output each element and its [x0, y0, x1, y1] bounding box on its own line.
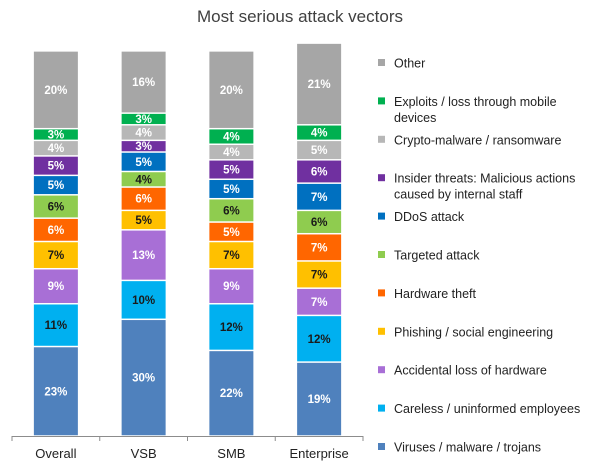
data-label: 5%	[48, 161, 65, 173]
data-label: 6%	[135, 194, 152, 206]
bar-stack-overall: 23% 11% 9% 7% 6% 6% 5% 5% 4%3% 20%	[34, 52, 78, 436]
data-label: 3%	[135, 141, 152, 153]
bar-stack-vsb: 30%10%13%5%6%4%5%3%4%3%16%	[122, 52, 166, 436]
data-label: 4%	[48, 143, 65, 155]
legend-item: Targeted attack	[378, 249, 480, 263]
legend-label: Other	[394, 57, 425, 71]
data-label: 5%	[311, 145, 328, 157]
legend-item: Phishing / social engineering	[378, 325, 553, 339]
legend-label: Phishing / social engineering	[394, 325, 553, 339]
data-label: 6%	[311, 217, 328, 229]
x-axis: Overall VSB SMB Enterprise	[12, 436, 363, 461]
legend-label: Hardware theft	[394, 287, 477, 301]
data-label: 4%	[135, 128, 152, 140]
x-tick-label: Enterprise	[290, 446, 349, 461]
legend-swatch	[378, 405, 385, 412]
data-label: 7%	[311, 192, 328, 204]
bars-layer: 23%11%9%7%6%6%5%5%4%3%20%30%10%13%5%6%4%…	[34, 44, 341, 435]
legend-swatch	[378, 328, 385, 335]
legend-item: Insider threats: Malicious actions caused…	[378, 172, 575, 202]
legend-label: Viruses / malware / trojans	[394, 441, 541, 455]
data-label: 30%	[132, 373, 155, 385]
data-label: 16%	[132, 77, 155, 89]
x-tick-label: VSB	[131, 446, 157, 461]
data-label: 21%	[308, 79, 331, 91]
data-label: 9%	[48, 281, 65, 293]
legend-item: Exploits / loss through mobile devices	[378, 95, 557, 125]
data-label: 7%	[311, 242, 328, 254]
legend-item: Viruses / malware / trojans	[378, 441, 541, 455]
legend-swatch	[378, 136, 385, 143]
data-label: 6%	[48, 201, 65, 213]
data-label: 23%	[44, 386, 67, 398]
x-tick-label: Overall	[35, 446, 76, 461]
data-label: 11%	[45, 320, 67, 332]
legend-swatch	[378, 59, 385, 66]
legend-item: Accidental loss of hardware	[378, 364, 547, 378]
data-label: 6%	[223, 205, 240, 217]
legend-item: Other	[378, 57, 425, 71]
legend-swatch	[378, 289, 385, 296]
data-label: 7%	[48, 250, 65, 262]
data-label: 20%	[44, 85, 67, 97]
x-tick-label: SMB	[217, 446, 245, 461]
data-label: 9%	[223, 281, 240, 293]
data-label: 7%	[223, 250, 240, 262]
legend-label: caused by internal staff	[394, 188, 523, 202]
legend-label: DDoS attack	[394, 210, 465, 224]
data-label: 4%	[223, 147, 240, 159]
legend-item: DDoS attack	[378, 210, 465, 224]
legend-swatch	[378, 443, 385, 450]
bar-stack-enterprise: 19% 12% 7% 7% 7% 6% 7% 6% 5% 4% 21%	[297, 44, 341, 435]
data-label: 19%	[308, 394, 331, 406]
data-label: 5%	[223, 227, 240, 239]
legend-swatch	[378, 174, 385, 181]
chart-title: Most serious attack vectors	[197, 7, 403, 26]
legend-item: Careless / uninformed employees	[378, 402, 580, 416]
data-label: 3%	[135, 114, 152, 126]
data-label: 5%	[135, 215, 152, 227]
data-label: 7%	[311, 270, 328, 282]
legend-item: Hardware theft	[378, 287, 477, 301]
data-label: 6%	[48, 225, 65, 237]
legend-label: devices	[394, 111, 436, 125]
data-label: 13%	[132, 250, 155, 262]
legend-label: Careless / uninformed employees	[394, 402, 580, 416]
data-label: 12%	[308, 334, 331, 346]
legend-item: Crypto-malware / ransomware	[378, 133, 561, 147]
legend-label: Accidental loss of hardware	[394, 364, 547, 378]
legend-label: Exploits / loss through mobile	[394, 95, 557, 109]
data-label: 4%	[223, 131, 240, 143]
legend-swatch	[378, 251, 385, 258]
data-label: 5%	[223, 184, 240, 196]
legend-label: Targeted attack	[394, 249, 480, 263]
data-label: 5%	[48, 180, 65, 192]
data-label: 4%	[135, 174, 152, 186]
legend: Other Exploits / loss through mobile devic…	[378, 57, 580, 455]
data-label: 6%	[311, 166, 328, 178]
data-label: 10%	[132, 295, 155, 307]
data-label: 3%	[48, 130, 65, 142]
bar-stack-smb: 22% 12% 9% 7% 5% 6% 5% 5% 4% 4% 20%	[209, 52, 253, 436]
data-label: 12%	[220, 322, 243, 334]
data-label: 4%	[311, 128, 328, 140]
data-label: 7%	[311, 297, 328, 309]
legend-swatch	[378, 213, 385, 220]
data-label: 5%	[135, 157, 152, 169]
legend-swatch	[378, 366, 385, 373]
data-label: 20%	[220, 85, 243, 97]
legend-label: Insider threats: Malicious actions	[394, 172, 575, 186]
legend-label: Crypto-malware / ransomware	[394, 133, 561, 147]
data-label: 5%	[223, 165, 240, 177]
data-label: 22%	[220, 388, 243, 400]
legend-swatch	[378, 97, 385, 104]
